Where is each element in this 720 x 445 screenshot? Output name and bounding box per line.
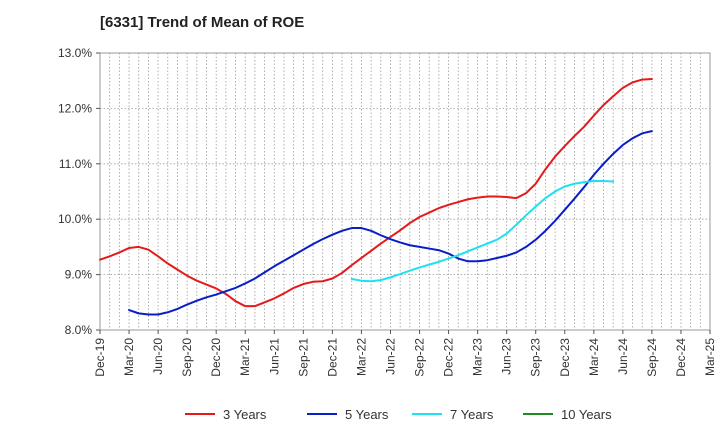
legend-label-3-years: 3 Years bbox=[223, 407, 267, 422]
x-tick-label: Mar-21 bbox=[238, 338, 252, 376]
x-tick-label: Sep-20 bbox=[180, 338, 194, 377]
x-tick-label: Jun-22 bbox=[383, 338, 397, 375]
y-tick-label: 12.0% bbox=[58, 101, 92, 115]
chart-title: [6331] Trend of Mean of ROE bbox=[100, 14, 305, 31]
x-tick-label: Jun-24 bbox=[616, 338, 630, 375]
series-line-5-years bbox=[128, 130, 653, 316]
x-tick-label: Jun-20 bbox=[151, 338, 165, 375]
x-tick-label: Sep-22 bbox=[413, 338, 427, 377]
series-line-3-years bbox=[99, 78, 653, 308]
legend-label-5-years: 5 Years bbox=[345, 407, 389, 422]
legend-label-7-years: 7 Years bbox=[450, 407, 494, 422]
x-tick-label: Sep-24 bbox=[645, 338, 659, 377]
x-tick-label: Mar-24 bbox=[587, 338, 601, 376]
x-tick-label: Mar-20 bbox=[122, 338, 136, 376]
x-tick-label: Sep-21 bbox=[296, 338, 310, 377]
plot-border bbox=[99, 52, 711, 331]
x-tick-label: Dec-20 bbox=[209, 338, 223, 377]
x-tick-label: Jun-21 bbox=[267, 338, 281, 375]
x-tick-label: Sep-23 bbox=[529, 338, 543, 377]
x-tick-label: Mar-22 bbox=[354, 338, 368, 376]
x-tick-label: Mar-25 bbox=[703, 338, 717, 376]
y-tick-label: 8.0% bbox=[65, 323, 93, 337]
x-tick-label: Dec-22 bbox=[442, 338, 456, 377]
legend: 3 Years 5 Years 7 Years 10 Years bbox=[185, 407, 612, 422]
x-tick-label: Dec-19 bbox=[93, 338, 107, 377]
y-tick-label: 13.0% bbox=[58, 46, 92, 60]
grid-lines bbox=[100, 53, 710, 330]
x-axis: Dec-19 Mar-20 Jun-20 Sep-20 Dec-20 Mar-21 Jun-… bbox=[93, 330, 717, 377]
y-axis: 8.0% 9.0% 10.0% 11.0% 12.0% 13.0% bbox=[58, 46, 100, 337]
x-tick-label: Mar-23 bbox=[471, 338, 485, 376]
series-line-7-years bbox=[350, 179, 615, 283]
legend-label-10-years: 10 Years bbox=[561, 407, 612, 422]
x-tick-label: Dec-23 bbox=[558, 338, 572, 377]
x-tick-label: Dec-24 bbox=[674, 338, 688, 377]
y-tick-label: 10.0% bbox=[58, 212, 92, 226]
plot-area bbox=[99, 52, 711, 331]
y-tick-label: 11.0% bbox=[59, 157, 92, 171]
series-lines bbox=[99, 78, 653, 316]
y-tick-label: 9.0% bbox=[65, 268, 93, 282]
x-tick-label: Jun-23 bbox=[500, 338, 514, 375]
x-tick-label: Dec-21 bbox=[325, 338, 339, 377]
